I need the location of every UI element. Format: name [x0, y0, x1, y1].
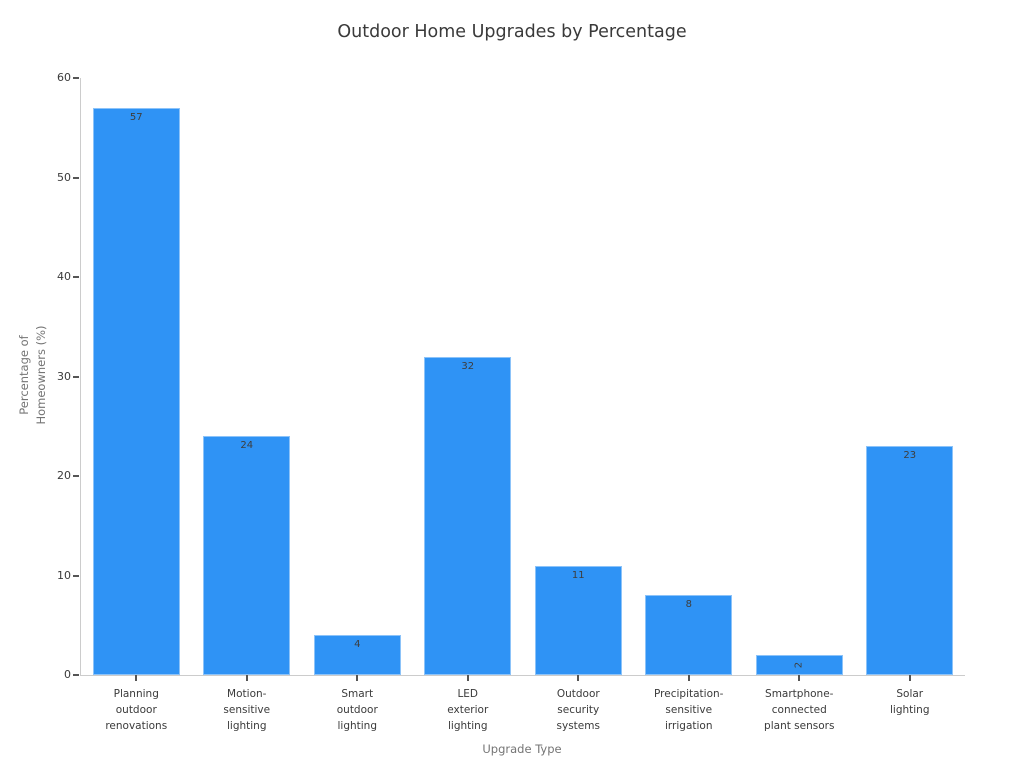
y-tick-label: 20 — [57, 469, 71, 482]
bar-value-label: 2 — [793, 661, 805, 669]
x-axis-title: Upgrade Type — [482, 742, 562, 756]
bar: 2 — [755, 655, 843, 675]
bar: 8 — [645, 595, 733, 675]
x-tick-mark — [687, 675, 690, 681]
bar-value-label: 11 — [571, 569, 585, 581]
y-tick-label: 60 — [57, 71, 71, 84]
x-tick-label: Solar lighting — [889, 688, 930, 716]
bar-value-label: 57 — [129, 111, 143, 123]
y-tick-label: 0 — [64, 668, 71, 681]
y-tick-label: 40 — [57, 270, 71, 283]
x-tick-label: Smartphone-connected plant sensors — [764, 688, 835, 732]
y-tick-mark — [73, 375, 79, 378]
y-tick-mark — [73, 674, 79, 676]
bar-value-label: 4 — [354, 639, 361, 651]
x-tick-label: Precipitation-sensitive irrigation — [654, 688, 724, 732]
bar-value-label: 8 — [685, 599, 692, 611]
bar-value-label: 24 — [240, 440, 254, 452]
y-tick-mark — [73, 574, 79, 577]
bar-value-label: 32 — [461, 360, 475, 372]
y-axis-title: Percentage of Homeowners (%) — [16, 325, 50, 424]
x-tick-mark — [356, 675, 359, 681]
x-tick-mark — [245, 675, 248, 681]
x-tick-mark — [135, 675, 138, 681]
chart-title: Outdoor Home Upgrades by Percentage — [337, 22, 687, 42]
y-tick-mark — [73, 77, 79, 79]
x-tick-label: Planning outdoor renovations — [105, 688, 168, 732]
y-tick-mark — [73, 176, 79, 179]
x-tick-mark — [798, 675, 801, 681]
y-tick-mark — [73, 276, 79, 278]
x-tick-mark — [466, 675, 469, 681]
bar: 32 — [424, 356, 512, 675]
plot-area: 0 10 20 30 40 50 60 57 Planning outdoor renovation… — [57, 71, 965, 732]
x-tick-label: Smart outdoor lighting — [336, 688, 378, 732]
y-tick-label: 30 — [57, 369, 71, 383]
bar-value-label: 23 — [903, 450, 917, 462]
y-tick-label: 10 — [57, 568, 71, 582]
x-tick-label: LED exterior lighting — [447, 688, 489, 732]
y-axis-title-line2: Homeowners (%) — [34, 325, 48, 425]
x-tick-mark — [908, 675, 911, 681]
bar: 4 — [313, 635, 401, 675]
y-tick-label: 50 — [57, 170, 71, 184]
bar: 57 — [92, 107, 180, 675]
bar: 11 — [534, 565, 622, 675]
bar: 24 — [203, 436, 291, 675]
y-axis-title-line1: Percentage of — [17, 335, 31, 415]
y-tick-mark — [73, 475, 79, 477]
x-tick-label: Outdoor security systems — [556, 688, 600, 732]
x-tick-label: Motion-sensitive lighting — [223, 688, 271, 732]
x-tick-mark — [577, 675, 580, 681]
bar: 23 — [866, 446, 954, 675]
